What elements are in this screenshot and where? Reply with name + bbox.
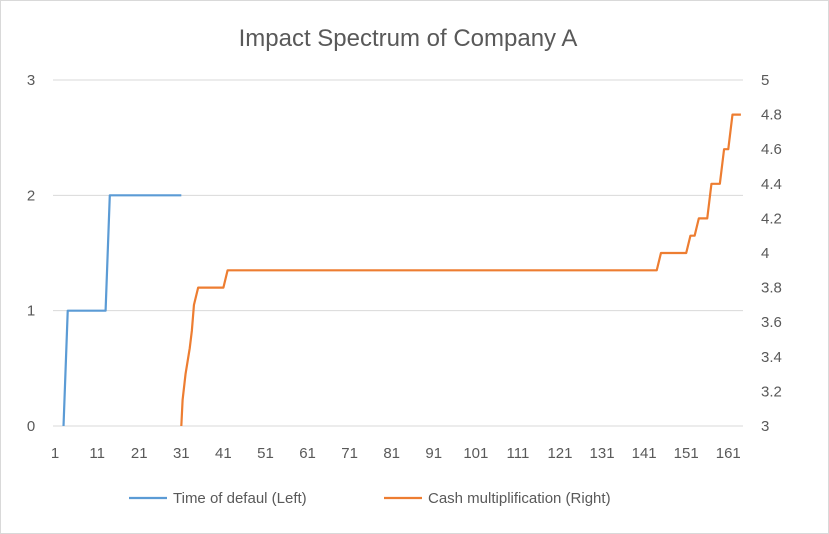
legend-label: Time of defaul (Left)	[173, 490, 307, 507]
right-axis-tick-label: 3	[761, 418, 769, 435]
right-axis-tick-label: 3.6	[761, 314, 782, 331]
right-axis-tick-label: 4.4	[761, 176, 782, 193]
right-axis-tick-label: 3.8	[761, 280, 782, 297]
chart-title: Impact Spectrum of Company A	[239, 25, 578, 52]
x-axis-tick-label: 141	[632, 445, 657, 462]
left-axis-tick-label: 1	[27, 303, 35, 320]
right-series-line	[180, 113, 741, 427]
left-axis-ticks: 0 1 2 3	[27, 72, 35, 435]
x-axis-tick-label: 21	[131, 445, 148, 462]
x-axis-tick-label: 81	[383, 445, 400, 462]
left-axis-tick-label: 0	[27, 418, 35, 435]
right-axis-tick-label: 5	[761, 72, 769, 89]
x-axis-tick-label: 1	[51, 445, 59, 462]
x-axis-tick-label: 11	[89, 445, 105, 462]
legend-label: Cash multiplification (Right)	[428, 490, 611, 507]
x-axis-tick-label: 121	[547, 445, 572, 462]
left-axis-tick-label: 2	[27, 187, 35, 204]
x-axis-tick-label: 31	[173, 445, 190, 462]
x-axis-tick-label: 111	[507, 445, 530, 462]
right-axis-ticks: 3 3.2 3.4 3.6 3.8 4 4.2 4.4 4.6 4.8 5	[761, 72, 782, 435]
series-lines	[62, 113, 741, 427]
right-axis-tick-label: 4	[761, 245, 769, 262]
left-series-line	[62, 194, 182, 427]
right-axis-tick-label: 3.4	[761, 349, 782, 366]
x-axis-tick-label: 131	[590, 445, 615, 462]
x-axis-tick-label: 101	[463, 445, 488, 462]
right-axis-tick-label: 3.2	[761, 383, 782, 400]
right-axis-tick-label: 4.8	[761, 107, 782, 124]
gridlines	[53, 79, 743, 427]
x-axis-tick-label: 71	[341, 445, 358, 462]
x-axis-ticks: 1 11 21 31 41 51 61 71 81 91 101 111 121 131 141 151 161	[51, 445, 741, 462]
x-axis-tick-label: 51	[257, 445, 274, 462]
x-axis-tick-label: 91	[425, 445, 442, 462]
legend: Time of defaul (Left) Cash multiplificati…	[129, 490, 611, 507]
right-axis-tick-label: 4.6	[761, 141, 782, 158]
x-axis-tick-label: 41	[215, 445, 232, 462]
left-axis-tick-label: 3	[27, 72, 35, 89]
x-axis-tick-label: 61	[299, 445, 316, 462]
x-axis-tick-label: 151	[674, 445, 699, 462]
x-axis-tick-label: 161	[716, 445, 741, 462]
right-axis-tick-label: 4.2	[761, 210, 782, 227]
